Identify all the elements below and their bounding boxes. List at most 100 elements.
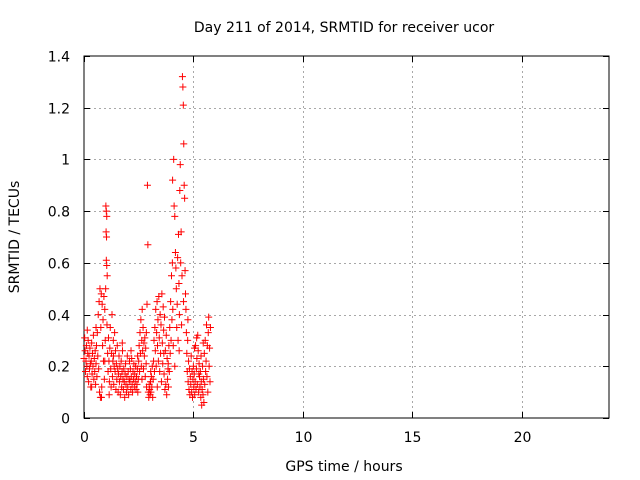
data-point [154,357,162,365]
data-point [162,331,170,339]
data-point [168,272,175,280]
data-point [170,155,178,163]
data-point [165,367,173,375]
data-point [142,344,150,352]
data-point [101,305,109,313]
data-point [96,388,104,396]
data-point [105,378,113,386]
data-point [138,305,146,313]
data-point [153,383,161,391]
data-point [91,367,99,375]
data-point [193,334,201,342]
data-point [99,342,107,350]
data-point [173,300,181,308]
data-point [203,373,211,381]
data-point [98,383,106,391]
data-point [100,375,108,383]
data-point [182,305,190,313]
x-tick-label: 20 [514,430,532,446]
data-point [105,391,113,399]
y-tick-label: 0.4 [48,309,70,325]
x-tick-label: 15 [404,430,422,446]
x-tick-label: 5 [189,430,198,446]
data-point [113,342,121,350]
data-point [156,311,164,319]
data-point [94,311,102,319]
data-point [103,261,111,269]
data-point [169,342,177,350]
data-point [141,334,149,342]
data-point [112,347,119,355]
data-point [175,280,183,288]
data-point [168,316,176,324]
data-point [95,365,103,373]
data-point [98,300,106,308]
data-point [140,365,147,373]
data-point [187,352,195,360]
x-tick-label: 0 [80,430,89,446]
data-point [154,316,162,324]
data-point [109,336,117,344]
data-point [164,375,172,383]
data-point [103,212,111,220]
data-point [197,352,205,360]
data-point [123,352,131,360]
data-point [149,393,157,401]
plot-frame [83,55,610,419]
data-point [144,241,152,249]
data-point [171,212,179,220]
data-point [103,272,111,280]
data-point [199,362,207,370]
y-tick-label: 1.4 [48,50,70,66]
data-point [179,83,187,91]
data-point [179,101,187,109]
data-point [92,380,100,388]
data-point [169,176,177,184]
data-point [175,311,183,319]
data-point [125,391,133,399]
data-point [177,228,185,236]
data-point [134,388,142,396]
data-point [205,313,213,321]
data-point [116,391,124,399]
data-point [176,161,184,169]
data-point [110,352,118,360]
data-point [160,326,168,334]
x-tick-label: 10 [295,430,313,446]
data-point [100,292,108,300]
chart-title: Day 211 of 2014, SRMTID for receiver uco… [194,20,495,36]
data-point [103,233,111,241]
data-point [108,311,116,319]
data-point [199,391,207,399]
data-point [171,362,179,370]
data-point [200,398,208,406]
data-point [204,329,212,337]
data-point [160,370,168,378]
data-point [110,380,118,388]
data-point [88,339,96,347]
data-point [152,362,160,370]
data-point [163,391,171,399]
data-point [178,321,186,329]
data-point [155,334,163,342]
data-point [153,329,161,337]
data-point [178,272,186,280]
data-point [128,355,136,363]
data-point [205,362,213,370]
data-point [135,357,143,365]
data-point [143,300,151,308]
y-tick-label: 0.2 [48,360,70,376]
data-point [89,331,97,339]
data-point [202,357,210,365]
data-point [168,259,176,267]
data-point [202,367,210,375]
data-point [98,393,105,401]
data-point [105,334,112,342]
data-point [153,298,161,306]
data-point [135,342,143,350]
data-point [102,285,110,293]
data-point [193,355,201,363]
data-point [185,357,193,365]
tick-label-layer: 0 0.2 0.4 0.6 0.8 1 1.2 1.4 0 5 10 15 20 [48,50,532,447]
data-point [83,373,91,381]
